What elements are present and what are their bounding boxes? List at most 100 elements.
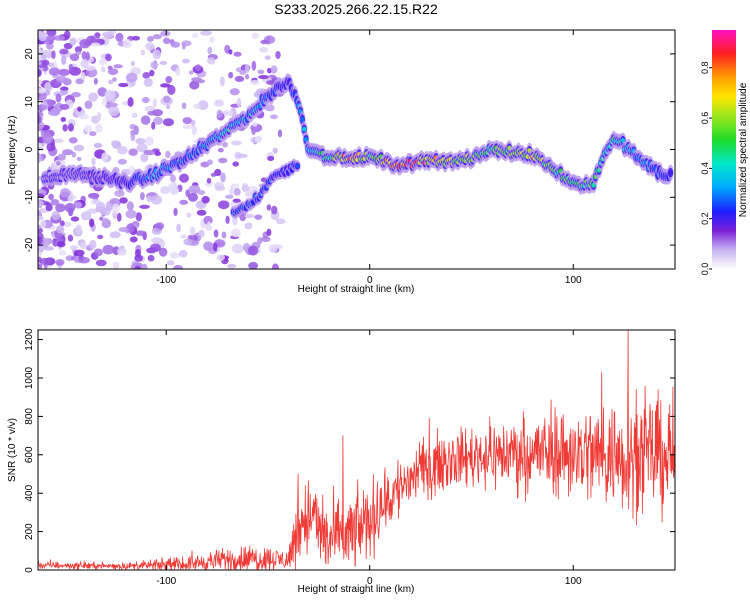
spectrogram-speckle xyxy=(175,67,181,76)
spectrogram-speckle xyxy=(113,64,123,69)
spectrogram-speckle xyxy=(101,152,108,162)
spectrogram-speckle xyxy=(48,109,60,116)
spectrogram-speckle xyxy=(160,186,171,194)
spectrogram-speckle xyxy=(118,82,129,88)
spectrogram-speckle xyxy=(217,147,224,153)
spectrogram-speckle xyxy=(214,186,226,191)
spectrogram-speckle xyxy=(46,142,56,152)
spectrogram-speckle xyxy=(145,42,155,51)
spectrogram-speckle xyxy=(145,136,154,146)
spectrogram-speckle xyxy=(74,46,83,53)
spectrogram-speckle xyxy=(54,138,64,144)
spectrogram-speckle xyxy=(141,97,151,103)
spectrogram-speckle xyxy=(102,244,115,255)
spectrogram-y-label: Frequency (Hz) xyxy=(7,116,18,185)
spectrogram-speckle xyxy=(251,121,258,127)
spectrogram-speckle xyxy=(167,84,176,95)
spectrogram-speckle xyxy=(231,243,244,254)
spectrogram-speckle xyxy=(68,63,74,72)
spectrogram-speckle xyxy=(88,218,95,228)
spectrogram-speckle xyxy=(186,212,192,218)
spectrogram-speckle xyxy=(271,205,278,215)
spectrogram-speckle xyxy=(206,57,216,65)
spectrogram-speckle xyxy=(38,154,43,163)
spectrogram-speckle xyxy=(269,114,278,120)
spectrogram-speckle xyxy=(163,37,171,45)
spectrogram-speckle xyxy=(213,242,218,252)
spectrogram-speckle xyxy=(101,97,107,106)
spectrogram-speckle xyxy=(115,32,124,42)
spectrogram-speckle xyxy=(42,133,54,144)
spectrogram-speckle xyxy=(130,131,136,142)
colorbar-tick-label: 0.0 xyxy=(700,263,710,276)
spectrogram-speckle xyxy=(258,74,270,80)
spectrogram-ridge-core xyxy=(668,170,673,176)
spectrogram-speckle xyxy=(127,97,134,107)
spectrogram-speckle xyxy=(143,149,156,156)
spectrogram-speckle xyxy=(182,117,193,125)
spectrogram-speckle xyxy=(165,150,171,159)
spectrogram-speckle xyxy=(80,71,86,81)
spectrogram-speckle xyxy=(241,184,250,193)
spectrogram-speckle xyxy=(79,39,91,49)
spectrogram-speckle xyxy=(181,102,187,110)
spectrogram-speckle xyxy=(42,59,50,66)
spectrogram-speckle xyxy=(111,140,117,147)
spectrogram-speckle xyxy=(264,104,275,112)
spectrogram-ridge-core xyxy=(295,164,300,168)
spectrogram-speckle xyxy=(197,190,206,195)
spectrogram-speckle xyxy=(222,141,228,148)
spectrogram-speckle xyxy=(179,173,189,183)
spectrogram-speckle xyxy=(236,153,248,158)
snr-series-line xyxy=(38,330,675,570)
spectrogram-speckle xyxy=(188,184,201,194)
spectrogram-speckle xyxy=(250,79,260,85)
spectrogram-speckle xyxy=(125,209,137,219)
spectrogram-ridge-core xyxy=(301,126,307,132)
colorbar-tick-label: 0.4 xyxy=(700,162,710,175)
spectrogram-speckle xyxy=(93,77,98,85)
spectrogram-x-ticks: -100 0 100 xyxy=(156,30,582,286)
spectrogram-speckle xyxy=(91,157,96,166)
spectrogram-speckle xyxy=(227,263,237,269)
x-tick-label: -100 xyxy=(156,576,176,587)
spectrogram-speckle xyxy=(257,237,263,244)
spectrogram-speckle xyxy=(69,53,80,62)
spectrogram-speckle xyxy=(233,188,241,196)
spectrogram-speckle xyxy=(213,229,219,238)
spectrogram-speckle xyxy=(244,213,255,219)
spectrogram-speckle xyxy=(228,49,233,55)
spectrogram-speckle xyxy=(112,203,120,214)
spectrogram-speckle xyxy=(48,62,55,68)
spectrogram-speckle xyxy=(89,239,97,250)
spectrogram-speckle xyxy=(266,228,272,237)
y-tick-label: 1200 xyxy=(24,328,35,351)
spectrogram-speckle xyxy=(150,194,163,205)
spectrogram-speckle xyxy=(230,228,241,238)
spectrogram-speckle xyxy=(38,215,44,221)
spectrogram-speckle xyxy=(260,236,271,243)
spectrogram-speckle xyxy=(218,157,228,164)
spectrogram-speckle xyxy=(152,49,162,60)
spectrogram-speckle xyxy=(68,137,78,144)
spectrogram-speckle xyxy=(135,212,142,222)
spectrogram-speckle xyxy=(38,88,47,94)
spectrogram-speckle xyxy=(275,218,286,225)
colorbar-tick-label: 0.6 xyxy=(700,112,710,125)
spectrogram-speckle xyxy=(216,254,225,261)
spectrogram-speckle xyxy=(112,261,120,269)
x-tick-label: 100 xyxy=(565,576,582,587)
y-tick-label: 800 xyxy=(24,408,35,425)
spectrogram-speckle xyxy=(143,77,153,88)
spectrogram-speckle xyxy=(232,198,241,203)
spectrogram-speckle xyxy=(193,103,202,109)
spectrogram-speckle xyxy=(117,158,128,165)
y-tick-label: 0 xyxy=(24,146,35,152)
spectrogram-speckle xyxy=(55,259,65,266)
spectrogram-speckle xyxy=(147,254,155,262)
x-tick-label: 100 xyxy=(565,275,582,286)
spectrogram-speckle xyxy=(223,109,234,117)
spectrogram-speckle xyxy=(182,58,190,64)
spectrogram-speckle xyxy=(234,75,245,82)
